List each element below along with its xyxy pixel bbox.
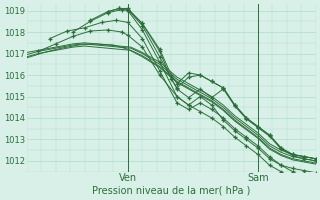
X-axis label: Pression niveau de la mer( hPa ): Pression niveau de la mer( hPa ): [92, 186, 251, 196]
